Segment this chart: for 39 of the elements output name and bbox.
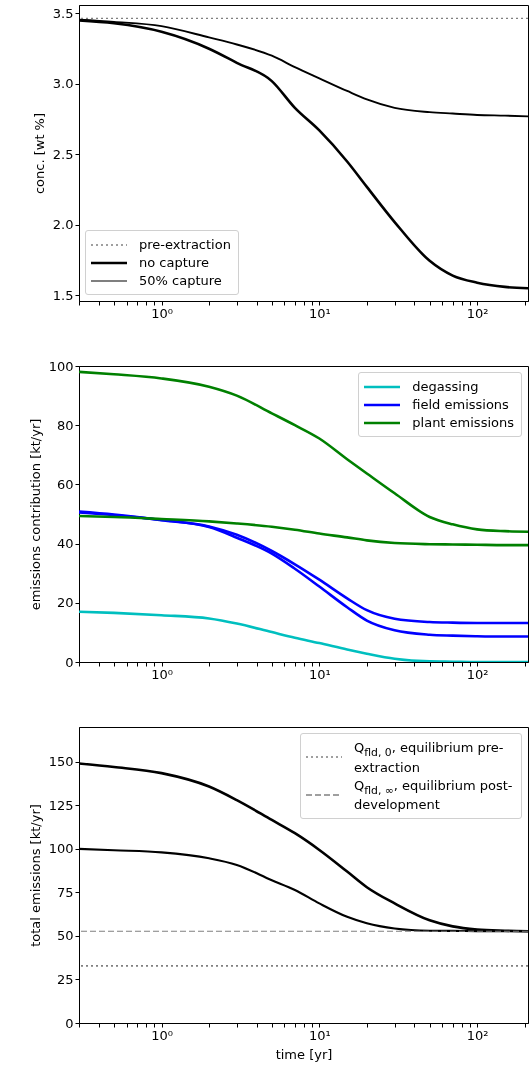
y-tick-label: 150 [48, 754, 74, 770]
legend-label: plant emissions [412, 415, 514, 430]
y-tick-label: 0 [65, 1015, 74, 1031]
x-tick-label: 10⁰ [151, 1027, 173, 1043]
y-tick-label: 125 [48, 797, 74, 813]
legend-label: degassing [412, 379, 479, 394]
legend-label: Q$_{fld, 0}$, equilibrium pre-extraction [354, 740, 505, 775]
x-tick-label: 10² [466, 1027, 489, 1043]
y-tick-label: 75 [56, 884, 74, 900]
y-tick-label: 60 [56, 476, 74, 492]
legend-label: 50% capture [139, 273, 222, 288]
legend-label: field emissions [412, 397, 509, 412]
x-tick-label: 10⁰ [151, 305, 173, 321]
y-tick-label: 80 [56, 417, 74, 433]
y-tick-label: 2.5 [52, 146, 74, 162]
y-tick-label: 0 [65, 654, 74, 670]
y-tick-label: 50 [56, 928, 74, 944]
y-tick-label: 40 [56, 536, 74, 552]
y-tick-label: 1.5 [52, 287, 74, 303]
x-tick-label: 10⁰ [151, 666, 173, 682]
y-axis-title: emissions contribution [kt/yr] [27, 418, 43, 611]
y-tick-label: 100 [48, 358, 74, 374]
legend-label: Q$_{fld, ∞}$, equilibrium post-development [354, 777, 514, 813]
x-tick-label: 10¹ [308, 666, 331, 682]
x-tick-label: 10¹ [308, 1027, 331, 1043]
x-tick-label: 10² [466, 305, 489, 321]
y-tick-label: 2.0 [52, 217, 74, 233]
y-tick-label: 3.5 [52, 5, 74, 21]
y-tick-label: 100 [48, 841, 74, 857]
y-tick-label: 20 [56, 595, 74, 611]
legend-label: pre-extraction [139, 237, 231, 252]
y-tick-label: 3.0 [52, 76, 74, 92]
y-tick-label: 25 [56, 971, 74, 987]
x-tick-label: 10¹ [308, 305, 331, 321]
y-axis-title: total emissions [kt/yr] [27, 804, 43, 947]
legend-label: no capture [139, 255, 210, 270]
x-tick-label: 10² [466, 666, 489, 682]
y-axis-title: conc. [wt %] [31, 112, 47, 195]
x-axis-title: time [yr] [275, 1046, 333, 1062]
